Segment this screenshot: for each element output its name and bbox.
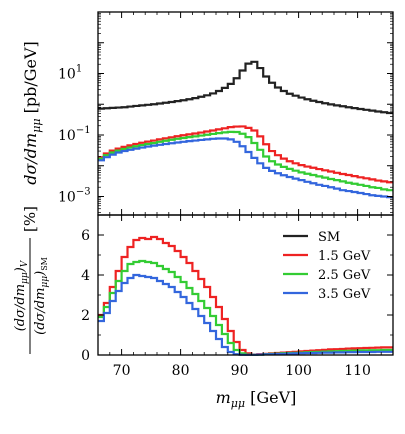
y-tick-label: 101 [58,63,82,82]
y-tick-label: 4 [81,268,90,284]
svg-text:(dσ/dmμμ)SM: (dσ/dmμμ)SM [33,257,50,335]
series-line-sm [98,60,393,115]
y-tick-label: 10−3 [58,186,91,205]
series-line-2-5-gev [98,130,393,192]
x-tick-label: 90 [231,363,249,379]
legend-label: 1.5 GeV [318,249,371,264]
x-tick-label: 80 [172,363,190,379]
series-line-3-5-gev [98,273,393,356]
plot-frame [97,11,394,216]
svg-text:dσ/dmμμ [pb/GeV]: dσ/dmμμ [pb/GeV] [21,41,43,185]
x-axis-label: mμμ [GeV] [216,388,297,410]
plot-frame [97,214,394,356]
legend-label: 2.5 GeV [318,268,371,283]
x-tick-label: 70 [113,363,131,379]
x-tick-label: 110 [344,363,371,379]
svg-text:[%]: [%] [21,206,39,232]
series-line-3-5-gev [98,137,393,199]
top-ylabel: dσ/dmμμ [pb/GeV] [21,41,43,185]
bottom-ylabel: (dσ/dmμμ)V (dσ/dmμμ)SM [%] [13,206,50,354]
x-tick-label: 100 [285,363,312,379]
bottom-panel: 0 2 4 6 70 80 90 100 110 SM 1.5 GeV 2.5 GeV 3.5 GeV [81,214,394,379]
legend-label: SM [318,230,340,245]
series-line-1-5-gev [98,125,393,184]
top-panel: 10−3 10−1 101 [58,11,394,216]
series-line-1-5-gev [98,235,393,356]
y-tick-label: 6 [81,228,90,244]
svg-text:(dσ/dmμμ)V: (dσ/dmμμ)V [13,259,30,331]
y-tick-label: 10−1 [58,125,91,144]
y-tick-label: 0 [81,348,90,364]
legend: SM 1.5 GeV 2.5 GeV 3.5 GeV [283,230,371,302]
y-tick-label: 2 [81,308,90,324]
legend-label: 3.5 GeV [318,287,371,302]
